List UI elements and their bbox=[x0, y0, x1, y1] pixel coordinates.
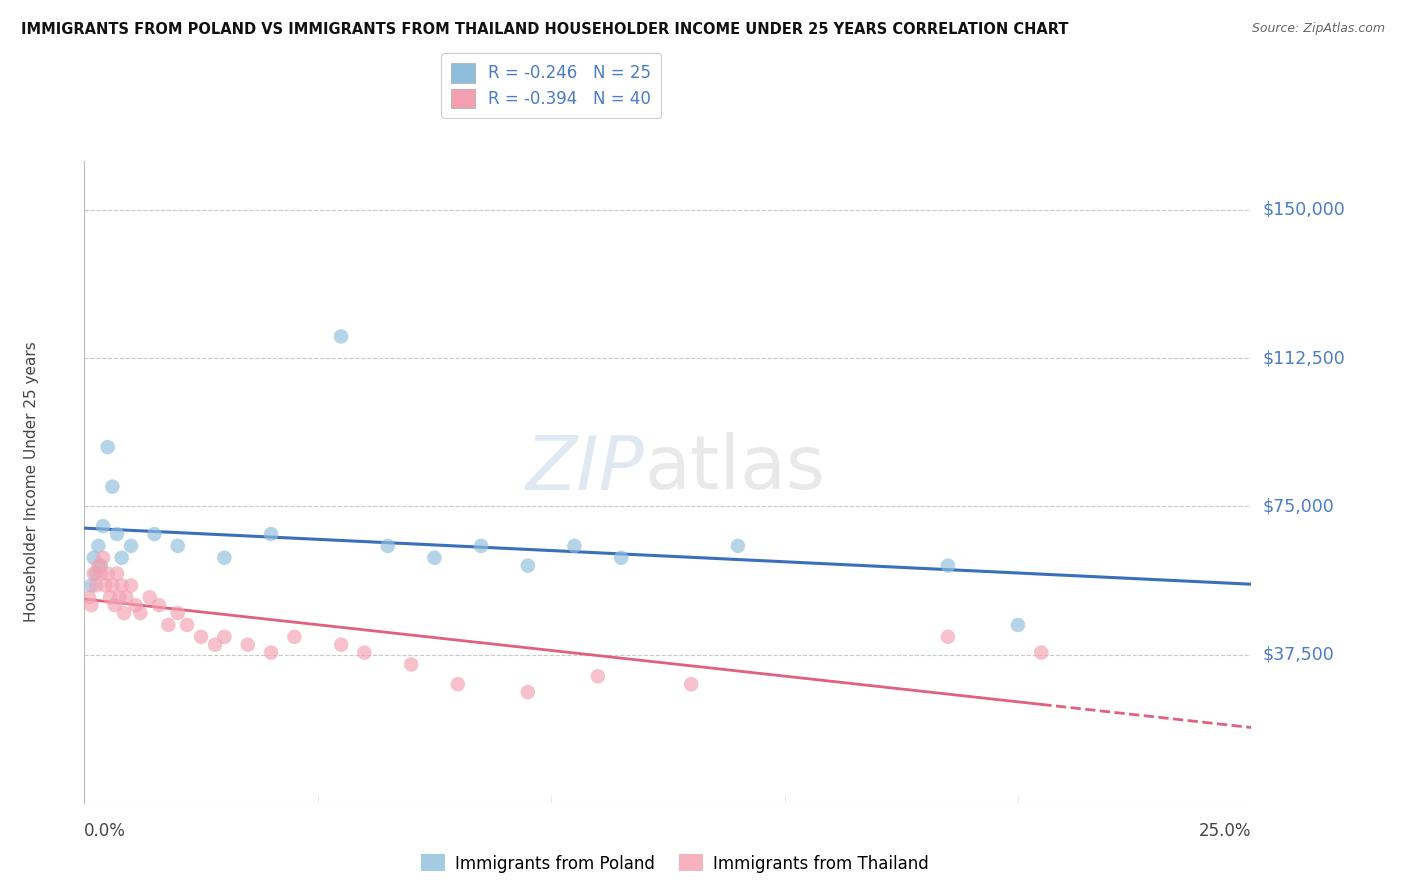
Point bbox=[727, 539, 749, 553]
Point bbox=[115, 591, 138, 605]
Point bbox=[94, 578, 117, 592]
Text: ZIP: ZIP bbox=[526, 433, 644, 505]
Point bbox=[111, 578, 134, 592]
Text: 0.0%: 0.0% bbox=[84, 822, 127, 840]
Point bbox=[166, 539, 188, 553]
Point bbox=[236, 638, 259, 652]
Legend: Immigrants from Poland, Immigrants from Thailand: Immigrants from Poland, Immigrants from … bbox=[415, 847, 935, 880]
Point bbox=[176, 618, 198, 632]
Point bbox=[84, 578, 107, 592]
Point bbox=[77, 591, 100, 605]
Point bbox=[1031, 646, 1053, 660]
Point bbox=[157, 618, 180, 632]
Point bbox=[586, 669, 609, 683]
Point bbox=[120, 578, 142, 592]
Text: IMMIGRANTS FROM POLAND VS IMMIGRANTS FROM THAILAND HOUSEHOLDER INCOME UNDER 25 Y: IMMIGRANTS FROM POLAND VS IMMIGRANTS FRO… bbox=[21, 22, 1069, 37]
Point bbox=[470, 539, 492, 553]
Point bbox=[90, 558, 112, 573]
Point bbox=[101, 578, 124, 592]
Text: $150,000: $150,000 bbox=[1263, 201, 1346, 219]
Point bbox=[97, 566, 120, 581]
Point bbox=[399, 657, 422, 672]
Point bbox=[148, 598, 170, 612]
Text: $112,500: $112,500 bbox=[1263, 349, 1346, 368]
Point bbox=[353, 646, 375, 660]
Point bbox=[681, 677, 703, 691]
Point bbox=[377, 539, 399, 553]
Point bbox=[111, 550, 134, 565]
Point bbox=[80, 598, 103, 612]
Point bbox=[87, 558, 110, 573]
Point bbox=[447, 677, 470, 691]
Point bbox=[120, 539, 142, 553]
Point bbox=[129, 606, 152, 620]
Point bbox=[80, 578, 103, 592]
Point bbox=[108, 591, 131, 605]
Text: 25.0%: 25.0% bbox=[1199, 822, 1251, 840]
Point bbox=[83, 550, 105, 565]
Point bbox=[105, 527, 128, 541]
Point bbox=[330, 329, 353, 343]
Point bbox=[112, 606, 135, 620]
Point bbox=[125, 598, 148, 612]
Point bbox=[260, 646, 283, 660]
Point bbox=[283, 630, 305, 644]
Text: Source: ZipAtlas.com: Source: ZipAtlas.com bbox=[1251, 22, 1385, 36]
Point bbox=[91, 550, 114, 565]
Point bbox=[97, 440, 120, 454]
Point bbox=[564, 539, 586, 553]
Point bbox=[610, 550, 633, 565]
Legend: R = -0.246   N = 25, R = -0.394   N = 40: R = -0.246 N = 25, R = -0.394 N = 40 bbox=[441, 54, 661, 119]
Text: $37,500: $37,500 bbox=[1263, 646, 1334, 664]
Text: $75,000: $75,000 bbox=[1263, 498, 1334, 516]
Point bbox=[260, 527, 283, 541]
Point bbox=[204, 638, 226, 652]
Point bbox=[91, 519, 114, 533]
Point bbox=[214, 550, 236, 565]
Point bbox=[423, 550, 446, 565]
Text: atlas: atlas bbox=[644, 433, 825, 506]
Point bbox=[105, 566, 128, 581]
Point bbox=[516, 558, 538, 573]
Point bbox=[936, 558, 959, 573]
Point bbox=[98, 591, 121, 605]
Point bbox=[516, 685, 538, 699]
Point bbox=[138, 591, 160, 605]
Point bbox=[87, 539, 110, 553]
Text: Householder Income Under 25 years: Householder Income Under 25 years bbox=[24, 342, 39, 622]
Point bbox=[143, 527, 166, 541]
Point bbox=[936, 630, 959, 644]
Point bbox=[90, 566, 112, 581]
Point bbox=[83, 566, 105, 581]
Point bbox=[330, 638, 353, 652]
Point bbox=[190, 630, 212, 644]
Point bbox=[104, 598, 127, 612]
Point bbox=[166, 606, 188, 620]
Point bbox=[101, 480, 124, 494]
Point bbox=[84, 566, 107, 581]
Point bbox=[1007, 618, 1029, 632]
Point bbox=[214, 630, 236, 644]
